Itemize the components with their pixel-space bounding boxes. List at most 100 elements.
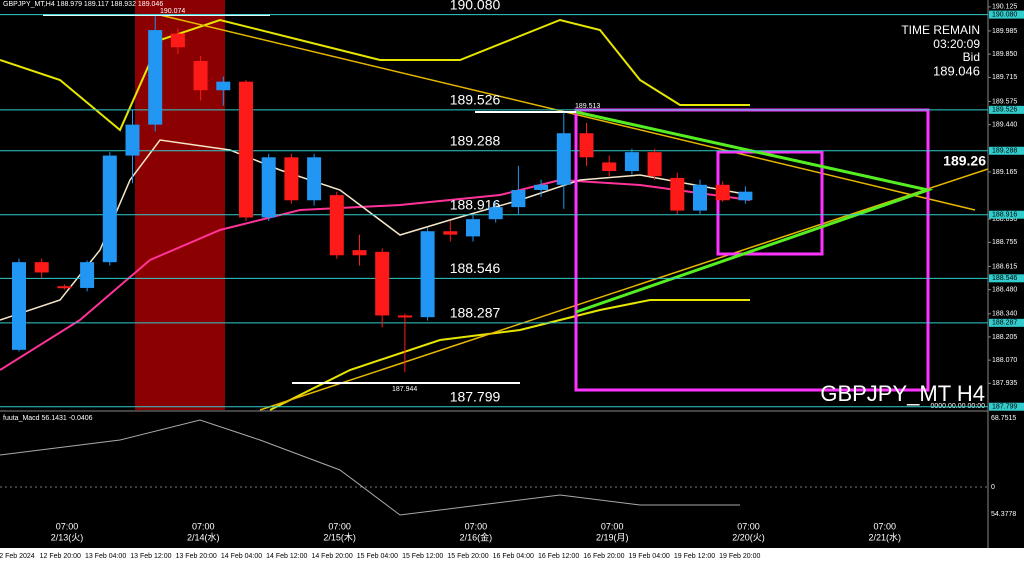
x-tick-label: 16 Feb 12:00	[538, 553, 579, 560]
level-tag-label: 188.546	[992, 275, 1017, 282]
candle-body	[511, 189, 526, 208]
day-time: 07:00	[56, 521, 79, 531]
bid-label: Bid	[963, 50, 980, 64]
level-tag	[989, 146, 1024, 155]
y-tick-label: 189.165	[992, 169, 1017, 176]
candle-body	[307, 157, 322, 201]
y-tick-label: 189.715	[992, 74, 1017, 81]
candle-body	[466, 219, 480, 237]
trend-line	[259, 164, 1001, 411]
level-tag-label: 190.080	[992, 11, 1017, 18]
x-tick-label: 19 Feb 04:00	[629, 553, 670, 560]
candle-body	[443, 231, 458, 235]
day-date: 2/13(火)	[51, 532, 84, 542]
x-tick-label: 16 Feb 04:00	[493, 553, 534, 560]
y-tick-label: 187.935	[992, 380, 1017, 387]
candle-body	[534, 184, 549, 190]
level-tag-label: 188.287	[992, 320, 1017, 327]
candle-body	[375, 251, 390, 316]
candle-body	[170, 33, 185, 48]
ma-pink	[0, 178, 751, 371]
mark-label: 187.944	[392, 386, 417, 393]
x-tick-label: 13 Feb 12:00	[130, 553, 171, 560]
x-tick-label: 16 Feb 20:00	[583, 553, 624, 560]
day-time: 07:00	[465, 521, 488, 531]
candle-body	[80, 262, 95, 288]
time-axis	[0, 548, 1024, 564]
y-tick-label: 189.575	[992, 98, 1017, 105]
y-tick-label: 188.340	[992, 311, 1017, 318]
x-tick-label: 14 Feb 12:00	[266, 553, 307, 560]
watermark: GBPJPY_MT H4	[820, 381, 985, 406]
level-tag	[989, 210, 1024, 219]
macd-label: fuuta_Macd 56.1431 -0.0406	[3, 415, 93, 422]
callout: 189.26	[943, 153, 986, 169]
x-tick-label: 14 Feb 20:00	[311, 553, 352, 560]
x-tick-label: 14 Feb 04:00	[221, 553, 262, 560]
box	[716, 150, 824, 256]
y-tick-label: 188.070	[992, 357, 1017, 364]
day-time: 07:00	[874, 521, 897, 531]
macd-tick: 54.3778	[991, 511, 1016, 518]
day-date: 2/14(水)	[187, 531, 220, 542]
level-tag-label: 189.288	[992, 148, 1017, 155]
x-tick-label: 15 Feb 20:00	[447, 553, 488, 560]
candle-body	[715, 184, 730, 201]
day-time: 07:00	[737, 521, 760, 531]
candle-body	[670, 177, 685, 211]
day-date: 2/21(水)	[869, 531, 902, 542]
y-tick-label: 188.755	[992, 239, 1017, 246]
candle-body	[125, 124, 140, 156]
level-tag-label: 188.916	[992, 212, 1017, 219]
y-tick-label: 188.480	[992, 287, 1017, 294]
triangle	[575, 110, 934, 314]
level-tag-label: 189.526	[992, 107, 1017, 114]
macd-signal	[0, 419, 740, 516]
day-time: 07:00	[192, 521, 215, 531]
candle-body	[556, 133, 571, 185]
x-tick-label: 15 Feb 12:00	[402, 553, 443, 560]
level-tag	[989, 402, 1024, 411]
time-remain: 03:20:09	[933, 37, 980, 51]
candle-body	[624, 152, 639, 172]
level-label: 189.526	[450, 92, 501, 108]
y-tick-label: 189.440	[992, 121, 1017, 128]
candle-body	[148, 30, 163, 125]
level-label: 190.080	[450, 0, 501, 12]
day-time: 07:00	[601, 521, 624, 531]
x-tick-label: 13 Feb 04:00	[85, 553, 126, 560]
y-tick-label: 190.125	[992, 4, 1017, 11]
candle-body	[397, 315, 412, 318]
candle-body	[738, 191, 753, 201]
time-remain-title: TIME REMAIN	[901, 23, 980, 37]
mark-label: 190.074	[160, 8, 185, 15]
candle-body	[34, 262, 49, 273]
y-tick-label: 189.985	[992, 28, 1017, 35]
bid-price: 189.046	[933, 63, 980, 78]
level-label: 188.916	[450, 196, 501, 212]
candle-body	[284, 157, 299, 201]
x-tick-label: 13 Feb 20:00	[176, 553, 217, 560]
x-tick-label: 19 Feb 12:00	[674, 553, 715, 560]
candle-body	[57, 286, 72, 289]
y-tick-label: 188.890	[992, 216, 1017, 223]
y-tick-label: 188.615	[992, 263, 1017, 270]
x-tick-label: 12 Feb 2024	[0, 553, 35, 560]
y-tick-label: 189.850	[992, 51, 1017, 58]
level-tag	[989, 274, 1024, 283]
band-upper	[0, 18, 750, 132]
day-date: 2/15(木)	[323, 531, 356, 542]
header: GBPJPY_MT,H4 188.979 189.117 188.932 189…	[3, 1, 163, 8]
level-label: 188.546	[450, 260, 501, 276]
level-label: 188.287	[450, 305, 501, 321]
level-label: 189.288	[450, 132, 501, 148]
candle-body	[102, 155, 117, 263]
candle-body	[488, 207, 503, 220]
mark-label: 189.513	[575, 103, 600, 110]
candle-body	[602, 162, 617, 172]
level-tag-label: 187.799	[992, 404, 1017, 411]
y-tick-label: 188.205	[992, 334, 1017, 341]
level-tag	[989, 105, 1024, 114]
day-date: 2/16(金)	[460, 531, 493, 542]
